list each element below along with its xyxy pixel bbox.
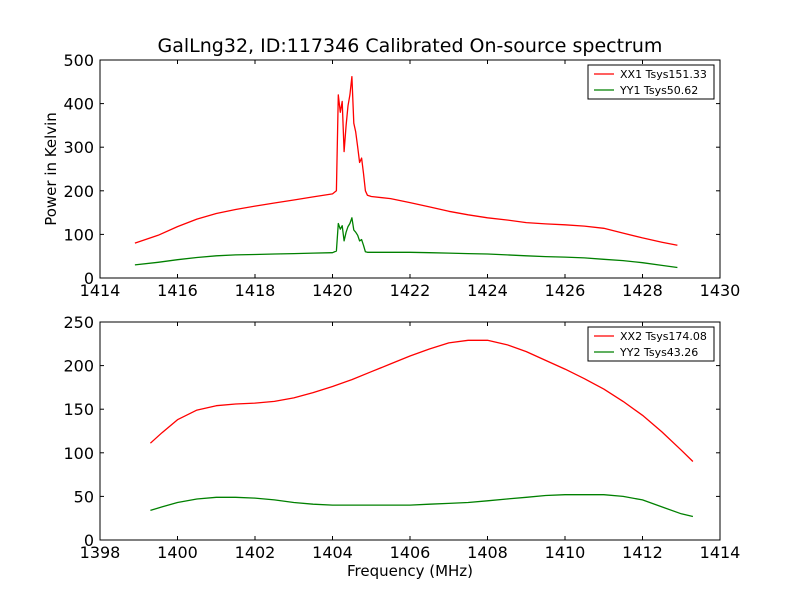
top-x-tick-label: 1414 [80, 281, 121, 300]
bottom-y-tick-label: 250 [63, 313, 94, 332]
bottom-y-tick-label: 50 [74, 487, 94, 506]
top-series-line-1 [134, 75, 678, 246]
bottom-x-tick-label: 1406 [390, 543, 431, 562]
top-y-tick-label: 100 [63, 225, 94, 244]
top-y-tick-label: 400 [63, 95, 94, 114]
top-x-tick-label: 1418 [235, 281, 276, 300]
top-legend-label-yy1: YY1 Tsys50.62 [619, 84, 698, 97]
bottom-ticks-group: 1398 1400 1402 1404 1406 1408 1410 1412 1414 0 50 1… [63, 313, 740, 562]
bottom-legend-label-yy2: YY2 Tsys43.26 [619, 346, 698, 359]
top-legend-label-xx1: XX1 Tsys151.33 [620, 68, 707, 81]
bottom-x-tick-label: 1410 [545, 543, 586, 562]
bottom-legend-label-xx2: XX2 Tsys174.08 [620, 330, 707, 343]
top-plot: 1414 1416 1418 1420 1422 1424 1426 1428 1430 0 100… [42, 51, 740, 300]
top-y-tick-label: 0 [84, 269, 94, 288]
bottom-x-tick-label: 1402 [235, 543, 276, 562]
bottom-x-tick-label: 1400 [157, 543, 198, 562]
top-series-line-2 [134, 217, 678, 269]
top-x-tick-label: 1426 [545, 281, 586, 300]
bottom-x-tick-label: 1408 [467, 543, 508, 562]
top-x-tick-label: 1428 [622, 281, 663, 300]
bottom-y-tick-label: 150 [63, 400, 94, 419]
bottom-legend-box [587, 326, 715, 362]
bottom-x-tick-label: 1398 [80, 543, 121, 562]
bottom-y-tick-label: 100 [63, 444, 94, 463]
bottom-plot-frame [99, 321, 721, 541]
top-x-tick-label: 1424 [467, 281, 508, 300]
bottom-series-line-2 [150, 494, 694, 518]
bottom-y-tick-label: 200 [63, 357, 94, 376]
top-x-tick-label: 1420 [312, 281, 353, 300]
bottom-x-tick-label: 1414 [700, 543, 741, 562]
top-ticks-group: 1414 1416 1418 1420 1422 1424 1426 1428 1430 0 100… [63, 51, 740, 300]
top-y-axis-label: Power in Kelvin [42, 112, 60, 226]
bottom-series-line-1 [149, 339, 694, 462]
bottom-x-axis-label: Frequency (MHz) [347, 562, 473, 580]
top-x-tick-label: 1422 [390, 281, 431, 300]
top-x-tick-label: 1430 [700, 281, 741, 300]
top-legend-box [587, 64, 715, 100]
top-legend: XX1 Tsys151.33 YY1 Tsys50.62 [587, 64, 715, 100]
top-y-tick-label: 200 [63, 182, 94, 201]
chart-title: GalLng32, ID:117346 Calibrated On-source… [158, 35, 663, 57]
bottom-x-tick-label: 1412 [622, 543, 663, 562]
top-y-tick-label: 300 [63, 138, 94, 157]
bottom-y-tick-label: 0 [84, 531, 94, 550]
bottom-plot: 1398 1400 1402 1404 1406 1408 1410 1412 1414 0 50 1… [63, 313, 740, 580]
bottom-x-tick-label: 1404 [312, 543, 353, 562]
top-x-tick-label: 1416 [157, 281, 198, 300]
bottom-legend: XX2 Tsys174.08 YY2 Tsys43.26 [587, 326, 715, 362]
bottom-series-group [149, 339, 694, 518]
top-y-tick-label: 500 [63, 51, 94, 70]
top-series-group [134, 75, 678, 269]
top-plot-frame [99, 59, 721, 279]
